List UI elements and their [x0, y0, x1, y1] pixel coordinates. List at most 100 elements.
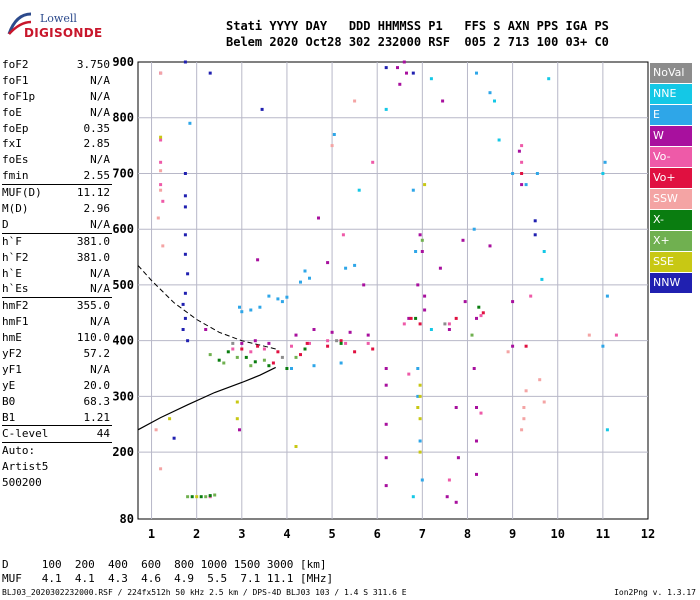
param-row: Artist5 [2, 459, 112, 475]
point-ssw [522, 417, 526, 421]
point-vo- [326, 339, 330, 343]
point-w [312, 328, 316, 331]
point-nne [605, 428, 609, 432]
x-tick-label: 6 [374, 527, 381, 541]
param-row: h`Es N/A [2, 281, 112, 297]
point-e [605, 294, 609, 298]
point-vo- [447, 478, 451, 482]
param-row: hmF1 N/A [2, 314, 112, 330]
point-x- [262, 358, 266, 362]
header-line-1: Stati YYYY DAY DDD HHMMSS P1 FFS S AXN P… [226, 19, 609, 33]
point-vo- [479, 314, 483, 318]
point-x- [208, 353, 212, 357]
point-w [330, 330, 334, 334]
point-e [535, 172, 539, 175]
point-sse [423, 183, 427, 187]
point-ssw [587, 333, 591, 337]
muf-distance-row: D 100 200 400 600 800 1000 1500 3000 [km… [2, 558, 327, 571]
legend-item-noval: NoVal [650, 63, 692, 83]
param-name: D [2, 217, 9, 231]
point-vo- [520, 172, 524, 175]
plot-traces [137, 265, 276, 431]
point-vo- [481, 311, 485, 315]
legend-item-x-: X+ [650, 231, 692, 251]
point-vo- [447, 322, 451, 326]
point-w [456, 456, 460, 460]
point-x- [339, 341, 343, 345]
point-w [423, 308, 427, 312]
y-tick-label: 300 [112, 389, 134, 403]
point-ssw [524, 389, 528, 393]
x-tick-label: 4 [283, 527, 290, 541]
param-value: 11.12 [76, 186, 110, 200]
point-ssw [353, 99, 357, 103]
point-ssw [506, 350, 510, 354]
point-w [366, 333, 370, 337]
point-sse [418, 417, 422, 421]
point-w [384, 383, 388, 387]
point-x- [470, 333, 474, 337]
extrapolation-curve [137, 265, 276, 350]
point-w [488, 244, 492, 248]
param-value: N/A [90, 105, 110, 119]
point-x- [222, 361, 226, 365]
param-row: C-level 44 [2, 426, 112, 442]
x-tick-label: 12 [641, 527, 655, 541]
point-w [204, 328, 208, 331]
point-w [294, 333, 298, 337]
point-e [339, 361, 343, 365]
param-name: h`F [2, 234, 22, 248]
point-ssw [159, 71, 163, 75]
point-x- [217, 358, 221, 362]
param-name: B1 [2, 410, 16, 424]
param-row: hmF2 355.0 [2, 298, 112, 314]
point-vo- [520, 144, 524, 148]
point-nne [429, 77, 433, 81]
point-nnw [183, 252, 187, 256]
param-row: foF1 N/A [2, 73, 112, 89]
param-row: Auto: [2, 443, 112, 459]
param-row: MUF(D) 11.12 [2, 185, 112, 201]
legend-item-nne: NNE [650, 84, 692, 104]
point-w [317, 216, 320, 220]
point-nne [497, 138, 501, 142]
point-nnw [186, 339, 190, 343]
point-w [384, 484, 388, 488]
point-nnw [186, 272, 190, 276]
point-nnw [411, 71, 415, 75]
point-vo- [249, 350, 253, 354]
point-vo- [161, 199, 165, 203]
point-w [267, 341, 271, 345]
o-trace-curve [137, 366, 276, 431]
point-e [303, 269, 307, 273]
x-tick-label: 9 [509, 527, 516, 541]
param-name: foF1p [2, 89, 36, 103]
point-sse [416, 406, 420, 409]
station-header: Stati YYYY DAY DDD HHMMSS P1 FFS S AXN P… [226, 18, 609, 50]
param-name: Artist5 [2, 460, 49, 474]
plot-frame [137, 61, 649, 520]
param-name: 500200 [2, 476, 42, 490]
param-separator [2, 184, 112, 186]
point-w [348, 330, 352, 334]
point-w [454, 500, 458, 504]
param-row: h`E N/A [2, 266, 112, 282]
point-e [299, 280, 302, 284]
point-vo- [371, 347, 375, 351]
point-vo- [159, 160, 163, 164]
point-x- [190, 495, 194, 499]
point-e [416, 394, 420, 398]
header-line-2: Belem 2020 Oct28 302 232000 RSF 005 2 71… [226, 35, 609, 49]
point-vo- [479, 411, 483, 415]
param-name: hmF2 [2, 299, 29, 313]
point-vo- [614, 333, 618, 337]
point-ssw [520, 428, 524, 432]
point-nnw [183, 194, 187, 198]
param-row: D N/A [2, 217, 112, 233]
point-w [520, 183, 524, 187]
point-w [472, 367, 476, 370]
point-ssw [159, 169, 163, 173]
param-value: N/A [90, 362, 110, 376]
point-nnw [533, 219, 537, 223]
point-x- [213, 493, 217, 497]
